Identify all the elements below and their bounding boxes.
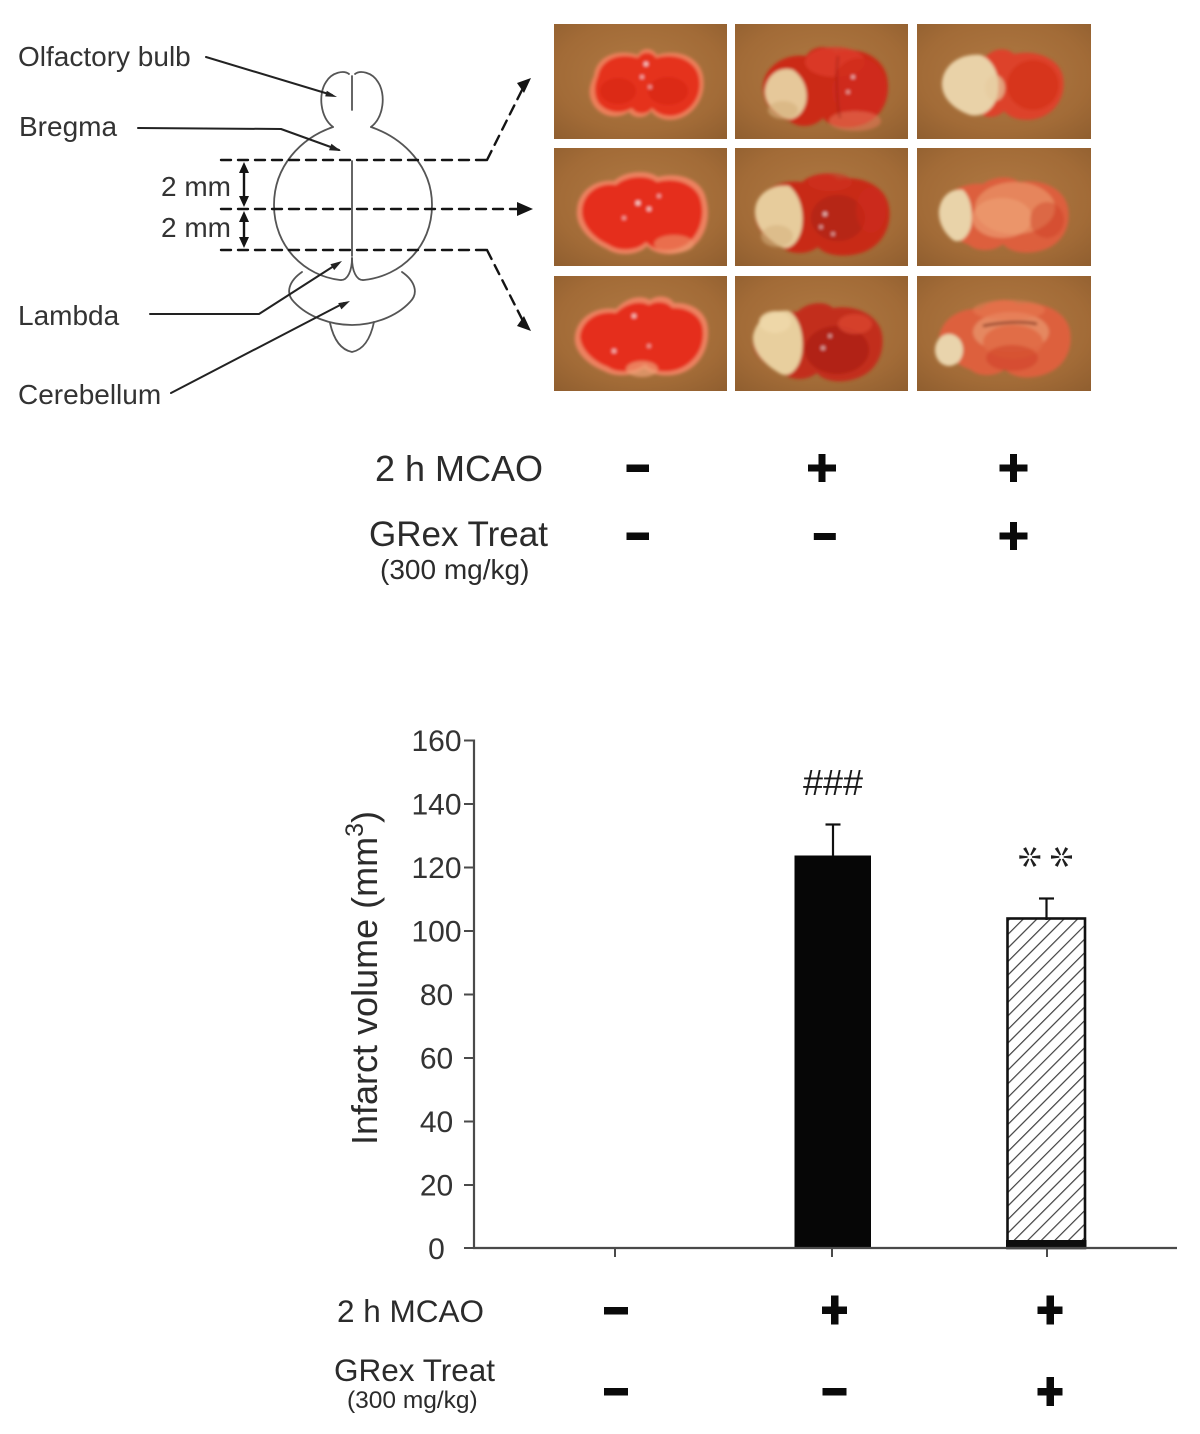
svg-text:40: 40 xyxy=(420,1106,453,1139)
svg-text:100: 100 xyxy=(411,916,461,949)
svg-text:Infarct volume (mm3): Infarct volume (mm3) xyxy=(341,811,385,1145)
svg-text:(300 mg/kg): (300 mg/kg) xyxy=(380,554,529,585)
svg-text:80: 80 xyxy=(420,979,453,1012)
svg-text:2 h MCAO: 2 h MCAO xyxy=(375,448,543,489)
svg-text:20: 20 xyxy=(420,1170,453,1203)
svg-text:160: 160 xyxy=(411,725,461,758)
svg-text:Lambda: Lambda xyxy=(18,300,120,331)
svg-text:Bregma: Bregma xyxy=(19,111,117,142)
svg-text:60: 60 xyxy=(420,1043,453,1076)
svg-text:GRex Treat: GRex Treat xyxy=(369,515,548,554)
svg-text:120: 120 xyxy=(411,852,461,885)
svg-text:140: 140 xyxy=(411,789,461,822)
svg-text:Olfactory bulb: Olfactory bulb xyxy=(18,41,191,72)
svg-text:(300 mg/kg): (300 mg/kg) xyxy=(347,1387,478,1414)
svg-text:2 mm: 2 mm xyxy=(161,212,231,243)
svg-text:2 h MCAO: 2 h MCAO xyxy=(337,1293,484,1329)
svg-text:GRex Treat: GRex Treat xyxy=(334,1352,495,1388)
svg-text:###: ### xyxy=(803,762,863,803)
svg-text:2 mm: 2 mm xyxy=(161,171,231,202)
svg-text:0: 0 xyxy=(428,1233,445,1266)
svg-text:Cerebellum: Cerebellum xyxy=(18,379,161,410)
